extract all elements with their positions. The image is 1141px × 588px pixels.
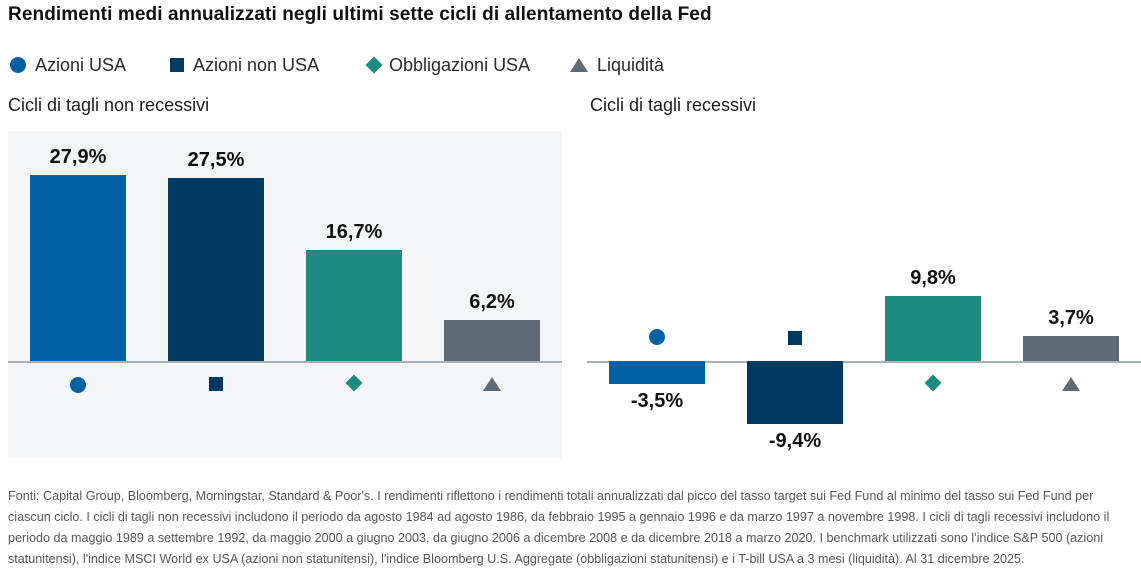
bar-value-label: 3,7% bbox=[1048, 307, 1094, 330]
bar-azioni-non-usa bbox=[747, 361, 843, 424]
page-title: Rendimenti medi annualizzati negli ultim… bbox=[8, 4, 712, 25]
x-axis-line bbox=[8, 361, 562, 363]
diamond-icon bbox=[345, 374, 363, 392]
source-footnote: Fonti: Capital Group, Bloomberg, Morning… bbox=[8, 489, 1110, 566]
bar-value-label: -3,5% bbox=[630, 390, 684, 413]
legend-label: Azioni non USA bbox=[193, 54, 320, 75]
bar-azioni-usa bbox=[609, 361, 705, 385]
square-icon bbox=[209, 377, 223, 391]
azioni-usa-circle-icon bbox=[10, 57, 26, 73]
bar-value-label: 27,5% bbox=[187, 148, 245, 171]
bar-obbligazioni-usa bbox=[306, 249, 402, 361]
x-axis-line bbox=[587, 361, 1141, 363]
bar-value-label: 16,7% bbox=[325, 220, 383, 243]
circle-icon bbox=[649, 329, 665, 345]
bar-liquidità bbox=[1023, 336, 1119, 361]
liquidita-triangle-icon bbox=[570, 58, 588, 72]
bar-azioni-usa bbox=[30, 175, 126, 361]
chart-recessive-cuts: -3,5% -9,4% 9,8% 3,7% bbox=[587, 131, 1141, 458]
circle-icon bbox=[70, 377, 86, 393]
legend-label: Liquidità bbox=[597, 54, 665, 75]
chart-legend: Azioni USA Azioni non USA Obbligazioni U… bbox=[0, 52, 1141, 78]
diamond-icon bbox=[924, 374, 942, 392]
azioni-non-usa-square-icon bbox=[170, 58, 184, 72]
triangle-icon bbox=[1062, 377, 1080, 391]
legend-label: Azioni USA bbox=[35, 54, 127, 75]
legend-item-azioni-non-usa: Azioni non USA bbox=[170, 52, 319, 78]
legend-item-azioni-usa: Azioni USA bbox=[10, 52, 126, 78]
bar-value-label: 9,8% bbox=[910, 266, 956, 289]
legend-item-liquidita: Liquidità bbox=[570, 52, 664, 78]
chart-non-recessive-cuts: 27,9% 27,5% 16,7% 6,2% bbox=[8, 131, 562, 458]
bar-liquidità bbox=[444, 319, 540, 361]
legend-label: Obbligazioni USA bbox=[389, 54, 531, 75]
triangle-icon bbox=[483, 377, 501, 391]
bar-value-label: 27,9% bbox=[49, 146, 107, 168]
bar-value-label: -9,4% bbox=[768, 429, 822, 452]
bar-obbligazioni-usa bbox=[885, 295, 981, 361]
left-chart-title: Cicli di tagli non recessivi bbox=[8, 95, 210, 115]
obbligazioni-usa-diamond-icon bbox=[365, 56, 383, 74]
square-icon bbox=[788, 331, 802, 345]
legend-item-obbligazioni-usa: Obbligazioni USA bbox=[365, 52, 531, 78]
bar-azioni-non-usa bbox=[168, 177, 264, 361]
bar-value-label: 6,2% bbox=[469, 290, 515, 313]
right-chart-title: Cicli di tagli recessivi bbox=[590, 95, 757, 115]
